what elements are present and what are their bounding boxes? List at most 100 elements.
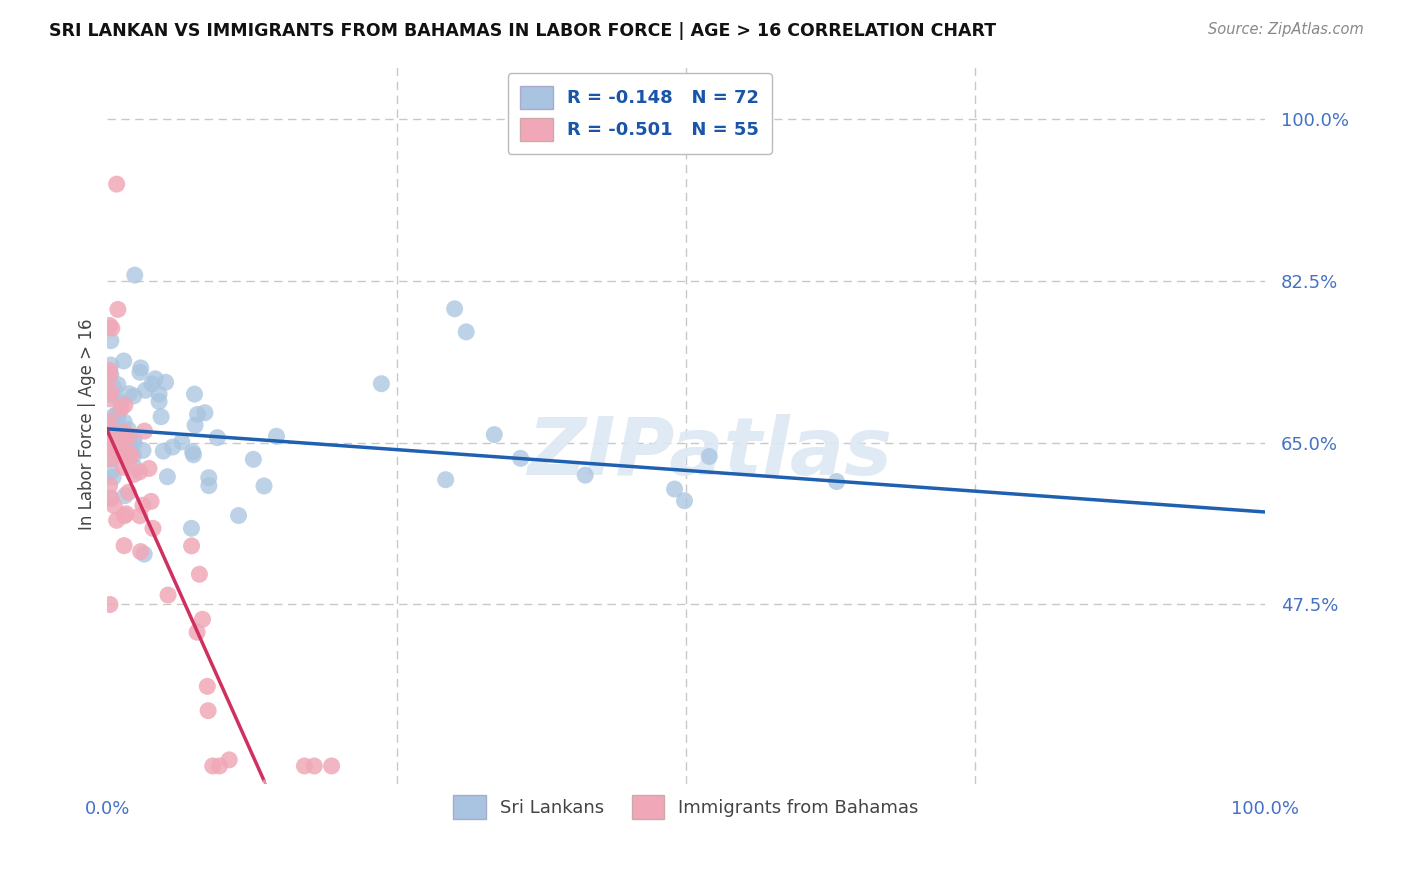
- Point: [122, 437, 145, 451]
- Point: [208, 759, 231, 773]
- Point: [103, 425, 125, 440]
- Point: [152, 444, 174, 458]
- Point: [294, 759, 316, 773]
- Point: [111, 434, 134, 449]
- Point: [155, 376, 177, 390]
- Point: [673, 493, 696, 508]
- Point: [112, 425, 135, 439]
- Point: [112, 354, 135, 368]
- Point: [100, 465, 122, 479]
- Point: [100, 384, 122, 399]
- Point: [180, 521, 202, 535]
- Point: [117, 485, 139, 500]
- Point: [128, 465, 150, 479]
- Point: [443, 301, 465, 316]
- Point: [148, 387, 170, 401]
- Point: [139, 494, 162, 508]
- Point: [100, 358, 122, 372]
- Point: [103, 381, 125, 395]
- Point: [98, 452, 121, 467]
- Point: [98, 369, 121, 384]
- Point: [114, 508, 136, 523]
- Point: [128, 508, 150, 523]
- Point: [105, 513, 128, 527]
- Point: [484, 427, 506, 442]
- Point: [180, 539, 202, 553]
- Point: [434, 473, 457, 487]
- Point: [103, 437, 125, 451]
- Point: [266, 429, 288, 443]
- Point: [134, 384, 156, 398]
- Point: [134, 547, 156, 561]
- Point: [98, 414, 121, 428]
- Point: [825, 475, 848, 489]
- Point: [105, 441, 128, 455]
- Point: [101, 434, 124, 449]
- Point: [100, 417, 122, 432]
- Point: [207, 431, 229, 445]
- Point: [120, 448, 142, 462]
- Point: [191, 612, 214, 626]
- Point: [110, 396, 132, 410]
- Point: [98, 392, 121, 406]
- Point: [122, 389, 145, 403]
- Point: [100, 334, 122, 348]
- Point: [103, 409, 125, 423]
- Point: [105, 407, 128, 421]
- Point: [156, 469, 179, 483]
- Point: [114, 489, 136, 503]
- Point: [117, 422, 139, 436]
- Point: [98, 478, 121, 492]
- Point: [253, 479, 276, 493]
- Point: [150, 409, 173, 424]
- Point: [107, 410, 129, 425]
- Point: [184, 418, 207, 433]
- Point: [574, 468, 596, 483]
- Text: ZIPatlas: ZIPatlas: [527, 414, 891, 492]
- Point: [181, 445, 204, 459]
- Point: [107, 377, 129, 392]
- Point: [107, 302, 129, 317]
- Point: [100, 430, 122, 444]
- Point: [201, 759, 224, 773]
- Point: [101, 432, 124, 446]
- Point: [122, 449, 145, 463]
- Point: [114, 437, 136, 451]
- Point: [132, 443, 155, 458]
- Point: [98, 363, 121, 377]
- Point: [186, 625, 208, 640]
- Text: SRI LANKAN VS IMMIGRANTS FROM BAHAMAS IN LABOR FORCE | AGE > 16 CORRELATION CHAR: SRI LANKAN VS IMMIGRANTS FROM BAHAMAS IN…: [49, 22, 997, 40]
- Point: [143, 372, 166, 386]
- Point: [162, 440, 184, 454]
- Point: [134, 424, 156, 438]
- Point: [194, 406, 217, 420]
- Point: [112, 539, 135, 553]
- Point: [129, 360, 152, 375]
- Point: [105, 177, 128, 191]
- Point: [129, 365, 152, 379]
- Point: [188, 567, 211, 582]
- Point: [122, 432, 145, 446]
- Point: [103, 470, 125, 484]
- Point: [103, 499, 125, 513]
- Point: [118, 451, 141, 466]
- Point: [197, 470, 219, 484]
- Point: [115, 507, 138, 521]
- Point: [148, 394, 170, 409]
- Point: [104, 445, 127, 459]
- Point: [100, 491, 122, 506]
- Point: [197, 704, 219, 718]
- Point: [138, 461, 160, 475]
- Point: [114, 398, 136, 412]
- Point: [110, 401, 132, 416]
- Point: [112, 460, 135, 475]
- Text: Source: ZipAtlas.com: Source: ZipAtlas.com: [1208, 22, 1364, 37]
- Point: [183, 387, 205, 401]
- Point: [100, 491, 122, 505]
- Point: [697, 450, 720, 464]
- Point: [242, 452, 264, 467]
- Point: [118, 386, 141, 401]
- Point: [456, 325, 478, 339]
- Point: [129, 544, 152, 558]
- Point: [132, 498, 155, 512]
